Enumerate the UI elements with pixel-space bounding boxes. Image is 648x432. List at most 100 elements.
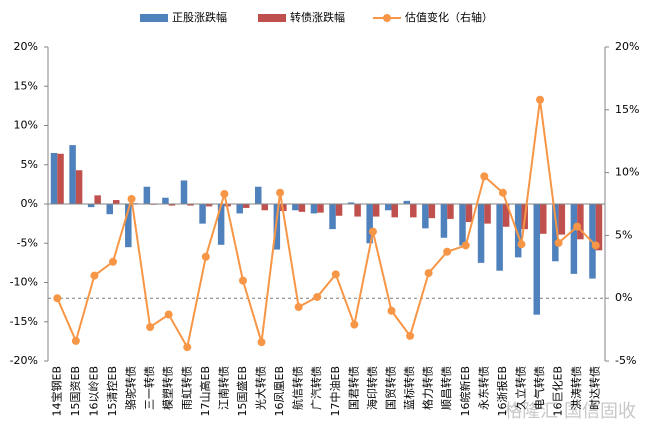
bar <box>354 204 361 217</box>
x-tick-label: 电气转债 <box>532 366 546 410</box>
x-tick-label: 16以岭EB <box>86 366 100 417</box>
bar <box>391 204 398 218</box>
line-point <box>350 320 359 329</box>
line-point <box>90 271 99 280</box>
x-tick-label: 航信转债 <box>291 366 305 410</box>
line-point <box>53 294 62 303</box>
bar <box>372 204 380 217</box>
bar <box>236 204 243 214</box>
bar <box>440 204 448 238</box>
line-point <box>424 269 433 278</box>
line-point <box>164 310 173 319</box>
line-point <box>238 276 247 285</box>
bar <box>112 200 120 204</box>
legend-swatch <box>140 14 168 22</box>
bar <box>69 145 76 204</box>
y2-tick-label: 5% <box>615 228 632 241</box>
y2-tick-label: 0% <box>615 291 632 304</box>
bar <box>205 204 213 207</box>
bar <box>447 204 454 219</box>
x-tick-label: 洪涛转债 <box>569 366 583 410</box>
bar <box>217 204 225 245</box>
bar <box>422 204 429 229</box>
line-point <box>257 338 266 347</box>
legend-swatch <box>383 14 391 22</box>
x-tick-label: 雨虹转债 <box>179 366 193 410</box>
x-tick-label: 17山高EB <box>198 366 212 417</box>
bar <box>50 152 58 204</box>
bar <box>459 204 466 246</box>
bar <box>540 204 547 234</box>
line-point <box>331 270 340 279</box>
bar <box>242 204 250 208</box>
line-point <box>108 257 117 266</box>
bar <box>570 204 578 274</box>
line-point <box>461 241 470 250</box>
x-tick-label: 光大转债 <box>254 366 268 410</box>
legend-swatch <box>258 14 286 22</box>
y2-tick-label: -5% <box>615 354 636 367</box>
x-tick-label: 时达转债 <box>588 366 602 410</box>
bar <box>187 204 194 206</box>
bar <box>502 204 510 227</box>
bar <box>180 180 188 204</box>
bar <box>533 204 541 315</box>
line-point <box>294 302 303 311</box>
x-tick-label: 骆驼转债 <box>124 366 138 410</box>
bar <box>292 204 299 211</box>
x-tick-label: 海印转债 <box>365 366 379 410</box>
x-tick-label: 蓝标转债 <box>402 366 416 410</box>
line-point <box>480 172 489 181</box>
y-tick-label: 10% <box>14 119 38 132</box>
y2-tick-label: 10% <box>615 166 639 179</box>
y-tick-label: 15% <box>14 79 38 92</box>
bar <box>162 197 169 204</box>
bar <box>558 204 566 235</box>
x-tick-label: 15清控EB <box>105 366 119 417</box>
y-tick-label: 0% <box>21 197 38 210</box>
line <box>56 99 597 350</box>
bar <box>199 204 206 224</box>
x-tick-label: 格力转债 <box>421 366 435 410</box>
x-tick-label: 国君转债 <box>346 366 360 410</box>
x-tick-label: 广汽转债 <box>309 366 323 410</box>
bar <box>125 204 132 248</box>
bar <box>428 204 436 219</box>
bar <box>87 204 95 208</box>
bar <box>366 204 373 244</box>
x-tick-label: 16巨化EB <box>551 366 565 417</box>
line-point <box>554 238 563 247</box>
y-tick-label: 5% <box>21 158 38 171</box>
bar <box>57 153 64 204</box>
bar <box>496 204 503 271</box>
x-tick-label: 模塑转债 <box>161 366 175 410</box>
x-tick-label: 江南转债 <box>216 366 230 410</box>
bar <box>577 204 584 240</box>
x-tick-label: 16凤凰EB <box>273 366 286 417</box>
x-tick-label: 14宝钢EB <box>49 366 63 417</box>
bar <box>595 204 603 251</box>
bar <box>465 204 473 223</box>
line-point <box>406 331 415 340</box>
watermark: 格隆汇 国信固收 <box>504 401 636 422</box>
bar <box>168 204 176 206</box>
bar <box>310 204 318 214</box>
y-tick-label: -20% <box>10 354 38 367</box>
x-tick-label: 16皖新EB <box>458 366 472 417</box>
x-tick-label: 17中油EB <box>328 366 342 417</box>
bar <box>261 204 269 211</box>
y-tick-label: -15% <box>10 315 38 328</box>
line-point <box>443 247 452 256</box>
line-point <box>368 227 377 236</box>
y-tick-label: -5% <box>17 236 38 249</box>
bar <box>484 204 491 224</box>
line-point <box>387 306 396 315</box>
y-tick-label: -10% <box>10 276 38 289</box>
line-point <box>276 188 285 197</box>
bar <box>329 204 336 230</box>
bar <box>384 204 392 211</box>
bar <box>94 195 101 204</box>
legend-label: 正股涨跌幅 <box>172 10 227 24</box>
bar <box>143 186 151 204</box>
